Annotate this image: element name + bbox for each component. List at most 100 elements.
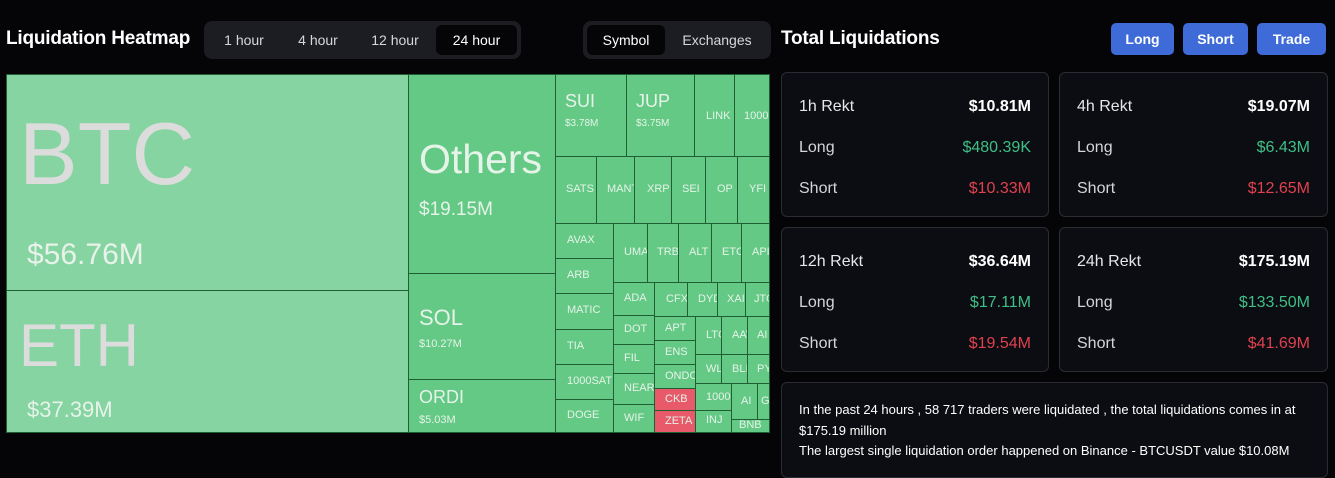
heatmap-tile-tia[interactable]: TIA [555, 329, 614, 365]
heatmap-tile-bnb[interactable]: BNB [731, 419, 770, 433]
heatmap-tile-uma[interactable]: UMA [613, 223, 648, 283]
tab-24-hour[interactable]: 24 hour [436, 25, 517, 55]
heatmap-tile-near[interactable]: NEAR [613, 373, 655, 405]
tile-symbol: XRP [647, 183, 670, 195]
heatmap-tile-zeta[interactable]: ZETA [654, 410, 696, 433]
heatmap-tile-op[interactable]: OP [705, 156, 738, 224]
heatmap-tile-dot[interactable]: DOT [613, 315, 655, 345]
heatmap-tile-ondo[interactable]: ONDO [654, 364, 696, 389]
tile-value: $5.03M [419, 414, 456, 426]
short-value: $41.69M [1247, 335, 1310, 352]
heatmap-tile-xrp[interactable]: XRP [634, 156, 672, 224]
total-liquidations-title: Total Liquidations [781, 28, 940, 49]
heatmap-tile-ens[interactable]: ENS [654, 340, 696, 365]
heatmap-tile-trb[interactable]: TRB [647, 223, 679, 283]
heatmap-tile-etc[interactable]: ETC [711, 223, 742, 283]
liquidation-heatmap: BTC $56.76M ETH $37.39M Others $19.15M S… [6, 74, 770, 433]
tab-12-hour[interactable]: 12 hour [371, 32, 419, 48]
tile-symbol: BTC [19, 104, 195, 203]
heatmap-tile-jup[interactable]: JUP $3.75M [626, 74, 695, 157]
heatmap-tile-arb[interactable]: ARB [555, 258, 614, 294]
tile-value: $3.78M [565, 118, 599, 129]
tile-symbol: ORDI [419, 387, 464, 407]
total-value: $36.64M [968, 253, 1031, 270]
tile-symbol: DOT [624, 323, 648, 335]
heatmap-tile-dyd[interactable]: DYD [687, 282, 718, 317]
tile-value: $19.15M [419, 199, 493, 220]
heatmap-tile-others[interactable]: Others $19.15M [408, 74, 556, 274]
heatmap-tile-doge[interactable]: DOGE [555, 399, 614, 433]
heatmap-tile-bli[interactable]: BLI [721, 354, 748, 384]
tile-symbol: INJ [706, 414, 723, 426]
heatmap-tile-btc[interactable]: BTC $56.76M [6, 74, 409, 291]
tile-symbol: JTO [754, 293, 769, 305]
heatmap-tile-wl[interactable]: WL [695, 354, 722, 384]
short-value: $19.54M [968, 335, 1031, 352]
rekt-card-header: 12h Rekt $36.64M [799, 253, 1031, 273]
heatmap-tile-1000[interactable]: 1000 [734, 74, 770, 157]
tile-symbol: LTC [706, 329, 721, 341]
heatmap-tile-aav[interactable]: AAV [721, 316, 748, 355]
heatmap-tile-ada[interactable]: ADA [613, 282, 655, 316]
tab-exchanges[interactable]: Exchanges [682, 32, 752, 48]
tile-symbol: ADA [624, 292, 647, 304]
heatmap-tile-wif[interactable]: WIF [613, 404, 655, 433]
heatmap-tile-ai[interactable]: AI [747, 316, 770, 355]
heatmap-tile-pyt[interactable]: PYT [747, 354, 770, 384]
long-row: Long $480.39K [799, 139, 1031, 159]
tile-symbol: TRB [657, 246, 679, 258]
tile-symbol: AI [757, 329, 768, 341]
heatmap-tile-ga[interactable]: GA [757, 383, 770, 420]
rekt-card-header: 24h Rekt $175.19M [1077, 253, 1310, 273]
short-label: Short [799, 180, 838, 197]
heatmap-tile-link[interactable]: LINK [694, 74, 735, 157]
trade-button[interactable]: Trade [1257, 23, 1326, 55]
heatmap-tile-ordi[interactable]: ORDI $5.03M [408, 379, 556, 433]
heatmap-tile-alt[interactable]: ALT [678, 223, 712, 283]
heatmap-tile-ai-b[interactable]: AI [731, 383, 758, 420]
heatmap-tile-eth[interactable]: ETH $37.39M [6, 290, 409, 433]
short-button[interactable]: Short [1183, 23, 1248, 55]
heatmap-tile-1000-b[interactable]: 1000 [695, 383, 732, 411]
tab-4-hour[interactable]: 4 hour [298, 32, 338, 48]
heatmap-tile-sol[interactable]: SOL $10.27M [408, 273, 556, 380]
tile-symbol: OP [717, 183, 733, 195]
tile-symbol: SOL [419, 305, 464, 330]
liquidation-summary: In the past 24 hours , 58 717 traders we… [781, 382, 1328, 478]
tile-symbol: MATIC [567, 304, 601, 316]
tile-symbol: TIA [567, 340, 585, 352]
long-label: Long [799, 294, 835, 311]
tab-symbol[interactable]: Symbol [587, 25, 665, 55]
long-value: $17.11M [969, 294, 1031, 311]
heatmap-tile-matic[interactable]: MATIC [555, 293, 614, 330]
tile-symbol: FIL [624, 352, 640, 364]
heatmap-tile-xai[interactable]: XAI [717, 282, 746, 317]
heatmap-tile-ckb[interactable]: CKB [654, 388, 696, 411]
long-button[interactable]: Long [1111, 23, 1174, 55]
heatmap-tile-yfi[interactable]: YFI [737, 156, 770, 224]
tile-symbol: PYT [757, 363, 769, 375]
heatmap-tile-sats[interactable]: SATS [555, 156, 597, 224]
heatmap-tile-fil[interactable]: FIL [613, 344, 655, 374]
heatmap-tile-sui[interactable]: SUI $3.78M [555, 74, 627, 157]
heatmap-tile-inj[interactable]: INJ [695, 410, 732, 433]
heatmap-tile-cfx[interactable]: CFX [654, 282, 688, 317]
heatmap-tile-apt[interactable]: APT [654, 316, 696, 341]
heatmap-tile-1000sat[interactable]: 1000SAT [555, 364, 614, 400]
summary-line-total: In the past 24 hours , 58 717 traders we… [799, 402, 1296, 438]
tile-symbol: APT [665, 322, 687, 334]
tile-symbol: API [752, 246, 770, 258]
total-value: $19.07M [1247, 98, 1310, 115]
heatmap-tile-sei[interactable]: SEI [671, 156, 706, 224]
heatmap-tile-ltc[interactable]: LTC [695, 316, 722, 355]
heatmap-tile-avax[interactable]: AVAX [555, 223, 614, 259]
tab-1-hour[interactable]: 1 hour [224, 32, 264, 48]
rekt-card-24h: 24h Rekt $175.19M Long $133.50M Short $4… [1059, 227, 1328, 372]
heatmap-tile-api[interactable]: API [741, 223, 770, 283]
tile-symbol: SATS [566, 183, 594, 195]
short-value: $12.65M [1247, 180, 1310, 197]
tile-symbol: NEAR [624, 382, 655, 394]
heatmap-tile-jto[interactable]: JTO [745, 282, 770, 317]
period-label: 12h Rekt [799, 253, 864, 270]
heatmap-tile-mant[interactable]: MANT [596, 156, 635, 224]
